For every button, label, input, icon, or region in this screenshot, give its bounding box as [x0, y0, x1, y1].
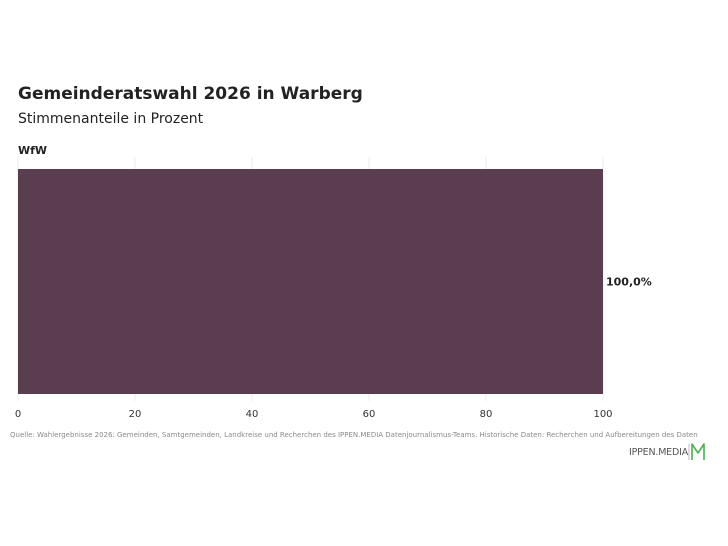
logo-text: IPPEN.MEDIA	[629, 446, 689, 458]
bar-chart: WfW 100,0% 0 20 40 60 80 100	[15, 144, 652, 420]
category-label: WfW	[18, 144, 47, 157]
x-tick-label-0: 0	[15, 409, 21, 420]
labels: WfW 100,0%	[18, 144, 652, 289]
x-tick-label-60: 60	[363, 409, 376, 420]
source-note: Quelle: Wahlergebnisse 2026: Gemeinden, …	[10, 431, 698, 439]
bars	[18, 169, 603, 394]
x-tick-label-20: 20	[129, 409, 142, 420]
x-axis-ticks: 0 20 40 60 80 100	[15, 409, 613, 420]
value-label: 100,0%	[606, 276, 652, 289]
bar-wfw	[18, 169, 603, 394]
x-tick-label-40: 40	[246, 409, 259, 420]
x-tick-label-80: 80	[480, 409, 493, 420]
ippen-media-logo: IPPEN.MEDIA	[629, 441, 708, 463]
chart-title: Gemeinderatswahl 2026 in Warberg	[18, 84, 363, 104]
x-tick-label-100: 100	[593, 409, 612, 420]
logo-m-icon	[688, 443, 705, 460]
chart-subtitle: Stimmenanteile in Prozent	[18, 111, 204, 127]
